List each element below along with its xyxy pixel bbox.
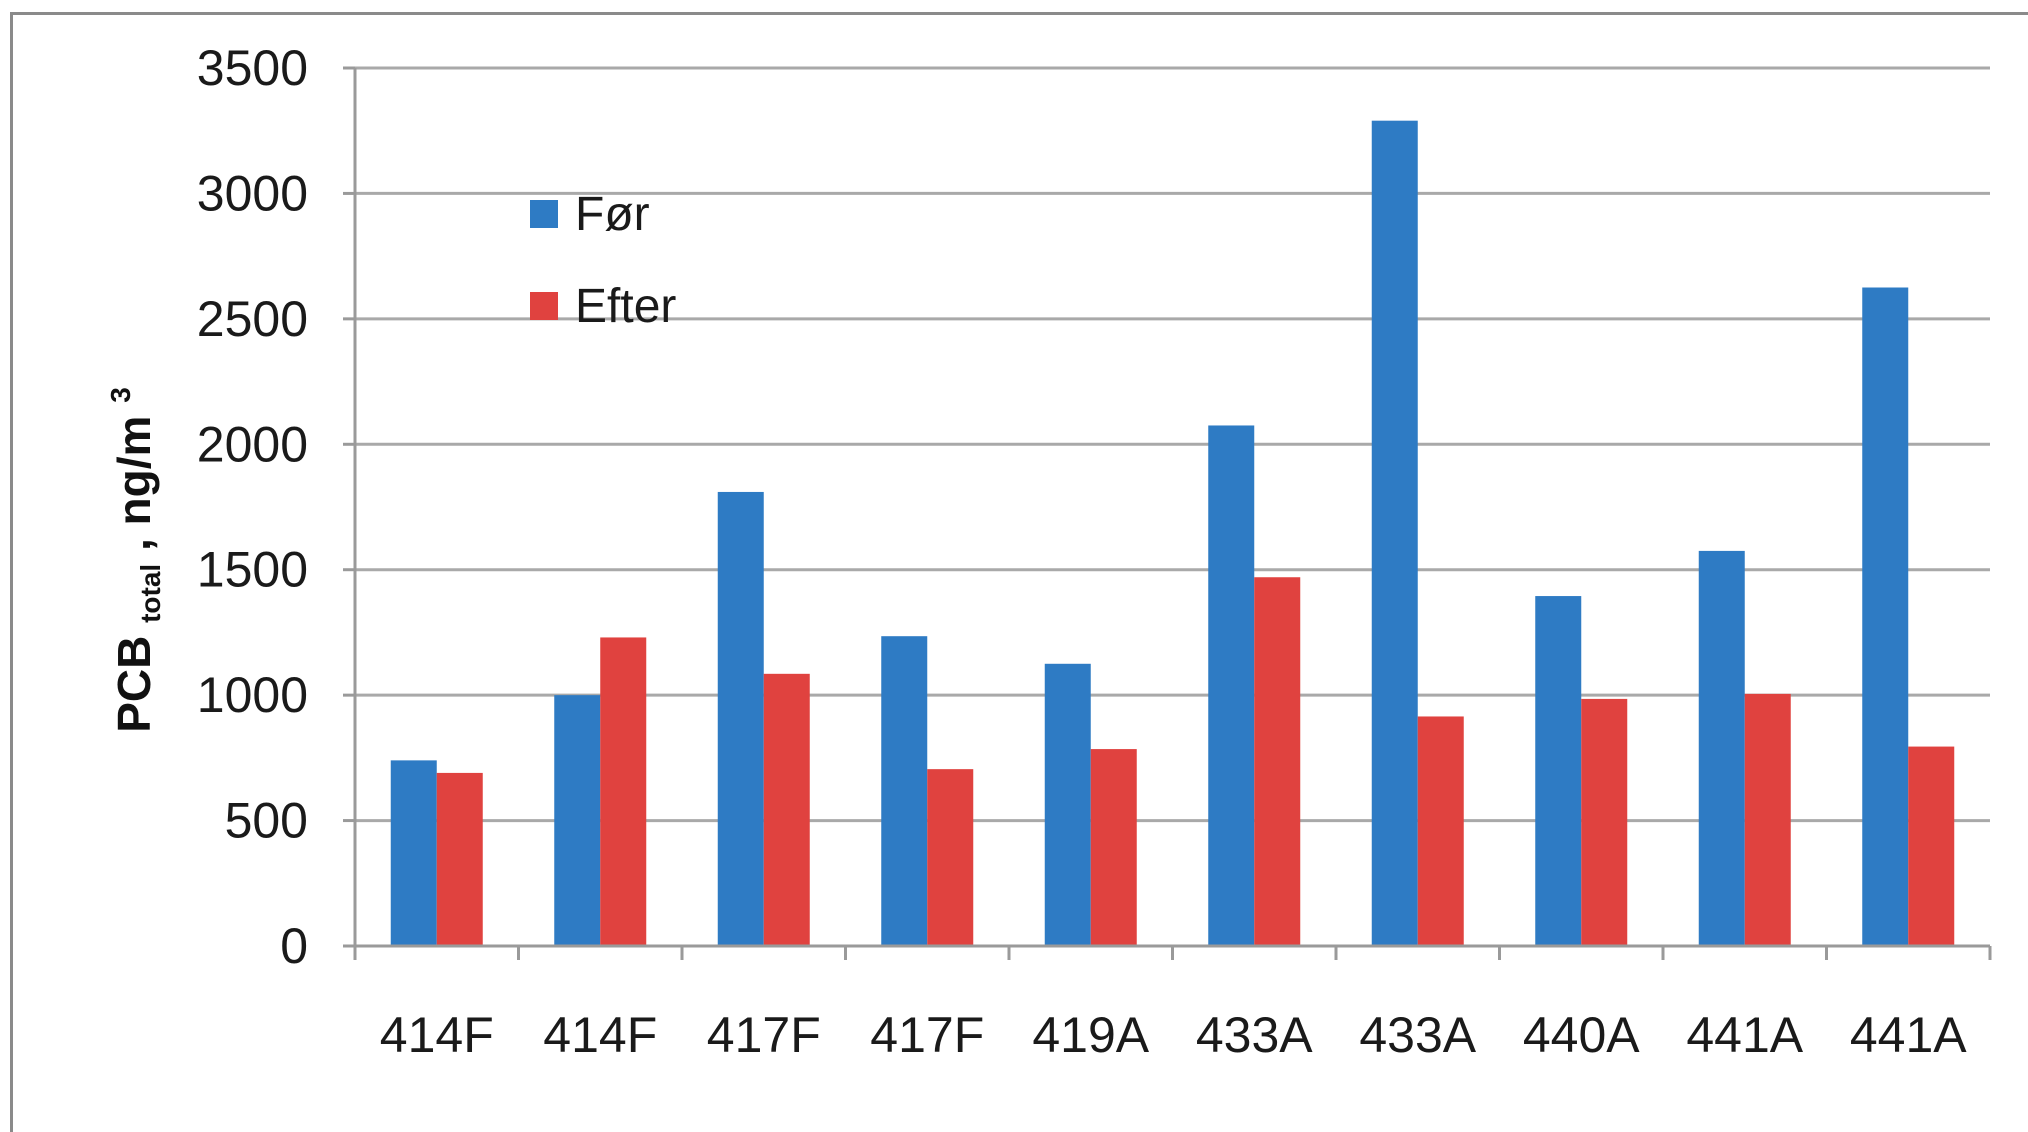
x-axis: [353, 944, 1992, 960]
bar-for: [554, 695, 601, 946]
legend: Før Efter: [530, 188, 676, 333]
x-tick-label: 419A: [1032, 1007, 1149, 1063]
y-tick-label: 3000: [197, 165, 308, 221]
y-axis-label-main: PCB: [108, 636, 160, 733]
x-tick-label: 433A: [1359, 1007, 1476, 1063]
y-tick-label: 1000: [197, 667, 308, 723]
x-tick-label: 414F: [543, 1007, 657, 1063]
legend-label-for: Før: [575, 188, 650, 241]
x-tick-label: 433A: [1196, 1007, 1313, 1063]
bar-efter: [1908, 746, 1955, 946]
y-tick-label: 1500: [197, 542, 308, 598]
x-tick-label: 440A: [1523, 1007, 1640, 1063]
x-tick-label: 414F: [380, 1007, 494, 1063]
y-axis-label-subscript: total: [135, 564, 166, 623]
bar-for: [1535, 596, 1582, 946]
y-tick-label: 3500: [197, 40, 308, 96]
bar-for: [1208, 425, 1255, 946]
bar-chart: 0 500 1000 1500 2000 2500 3000 3500 414F 414F 417…: [105, 40, 1992, 1063]
chart-frame: [10, 12, 2028, 1132]
legend-swatch-efter: [530, 292, 558, 320]
bar-efter: [600, 637, 647, 946]
y-tick-label: 500: [225, 793, 308, 849]
bar-efter: [1581, 698, 1628, 946]
bar-for: [390, 760, 437, 946]
x-tick-label: 417F: [707, 1007, 821, 1063]
x-tick-label: 417F: [870, 1007, 984, 1063]
x-tick-label: 441A: [1686, 1007, 1803, 1063]
y-axis-label: PCB total , ng/m 3: [105, 387, 170, 733]
bar-for: [1862, 287, 1909, 946]
bar-efter: [1254, 577, 1301, 946]
bar-for: [881, 636, 928, 946]
bar-for: [1698, 550, 1745, 946]
bar-efter: [1744, 693, 1791, 946]
legend-swatch-for: [530, 200, 558, 228]
bar-efter: [1090, 749, 1137, 946]
bar-for: [1044, 663, 1091, 946]
bar-efter: [436, 772, 483, 946]
bar-efter: [927, 769, 974, 946]
bar-efter: [763, 673, 810, 946]
x-tick-label: 441A: [1850, 1007, 1967, 1063]
x-axis-ticks: 414F 414F 417F 417F 419A 433A 433A 440A 441A 441A: [380, 1007, 1968, 1063]
legend-label-efter: Efter: [575, 280, 676, 333]
y-tick-label: 2500: [197, 291, 308, 347]
y-tick-label: 2000: [197, 416, 308, 472]
bar-efter: [1417, 716, 1464, 946]
bar-for: [1371, 120, 1418, 947]
y-axis-ticks: 0 500 1000 1500 2000 2500 3000 3500: [197, 40, 357, 974]
y-axis-label-unit: , ng/m: [108, 416, 160, 551]
y-tick-label: 0: [280, 918, 308, 974]
y-axis-label-superscript: 3: [105, 387, 136, 403]
bar-for: [717, 491, 764, 946]
bars: [390, 120, 1955, 947]
